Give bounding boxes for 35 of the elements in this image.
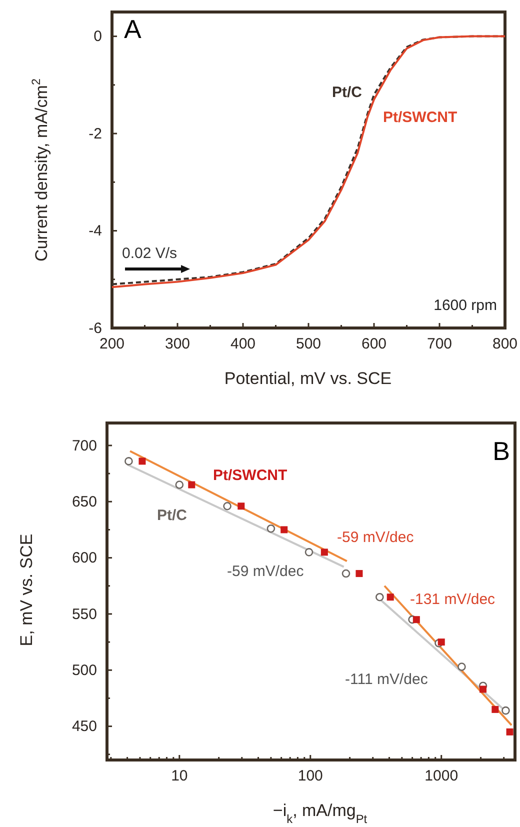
x-tick-label: 800 [492,336,518,353]
annotation: -59 mV/dec [227,563,304,580]
annotation: 1600 rpm [434,297,497,314]
annotation: 0.02 V/s [122,245,178,262]
y-tick-label: 500 [72,662,97,679]
x-tick-label: 10 [171,768,188,785]
annotation: -111 mV/dec [345,671,428,688]
annotation: -131 mV/dec [410,591,496,608]
y-tick-label: 550 [72,606,97,623]
y-tick-label: 650 [72,493,97,510]
annotation: -59 mV/dec [337,529,414,546]
x-axis-title: −i$_{k}$, mA/mg$_{Pt}$ [272,801,368,826]
x-tick-label: 100 [298,768,323,785]
y-tick-label: -4 [88,222,102,240]
x-tick-label: 400 [230,336,256,353]
y-tick-label: 600 [72,550,97,567]
x-tick-label: 500 [296,336,322,353]
y-axis-title: E, mV vs. SCE [17,534,36,646]
series-label: Pt/SWCNT [383,109,458,126]
x-tick-label: 200 [99,336,125,353]
text: B [492,436,510,466]
series-label: Pt/SWCNT [213,467,288,484]
y-tick-label: -6 [88,320,102,337]
x-tick-label: 300 [164,336,190,353]
series-label: Pt/C [332,84,362,101]
chart-title: A [124,14,142,44]
y-tick-label: -2 [88,125,102,142]
series-label: Pt/C [157,507,188,524]
y-tick-label: 700 [72,437,97,454]
y-tick-label: 450 [72,718,97,736]
y-tick-label: 0 [94,28,102,46]
x-tick-label: 1000 [424,768,458,785]
x-tick-label: 600 [361,336,387,353]
x-tick-label: 700 [426,336,452,353]
x-axis-title: Potential, mV vs. SCE [224,369,392,388]
